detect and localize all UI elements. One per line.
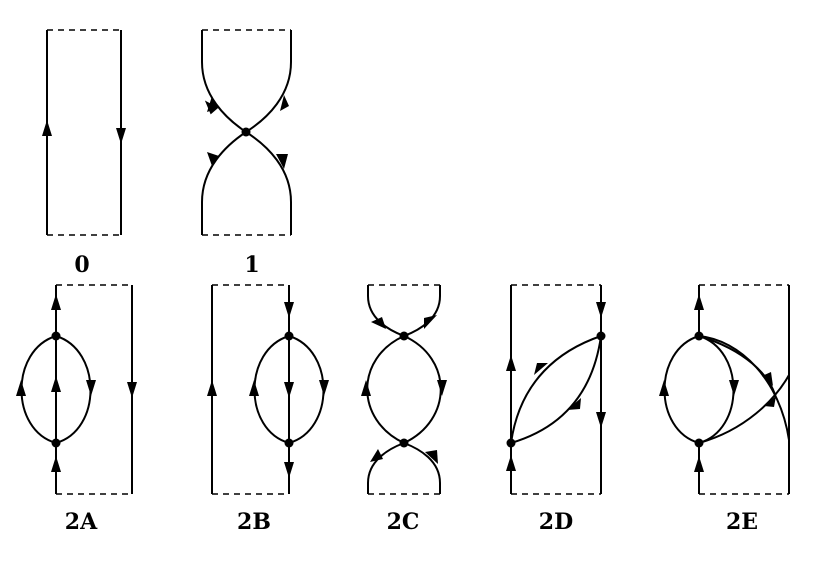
diagram-2d: 2D — [506, 284, 606, 535]
diagram-2a-label: 2A — [65, 509, 98, 535]
diagram-2e: 2E — [659, 284, 790, 535]
diagram-1: 1 — [201, 29, 292, 278]
diagram-2c: 2C — [361, 284, 447, 535]
diagram-2e-label: 2E — [726, 509, 758, 535]
diagram-2b-label: 2B — [237, 509, 271, 535]
diagram-2d-label: 2D — [539, 509, 573, 535]
diagram-0-label: 0 — [74, 252, 89, 278]
diagram-2c-label: 2C — [387, 509, 420, 535]
diagram-2b: 2B — [207, 284, 329, 535]
diagram-1-label: 1 — [244, 252, 259, 278]
diagram-2a: 2A — [16, 284, 137, 535]
diagram-0: 0 — [42, 29, 126, 278]
